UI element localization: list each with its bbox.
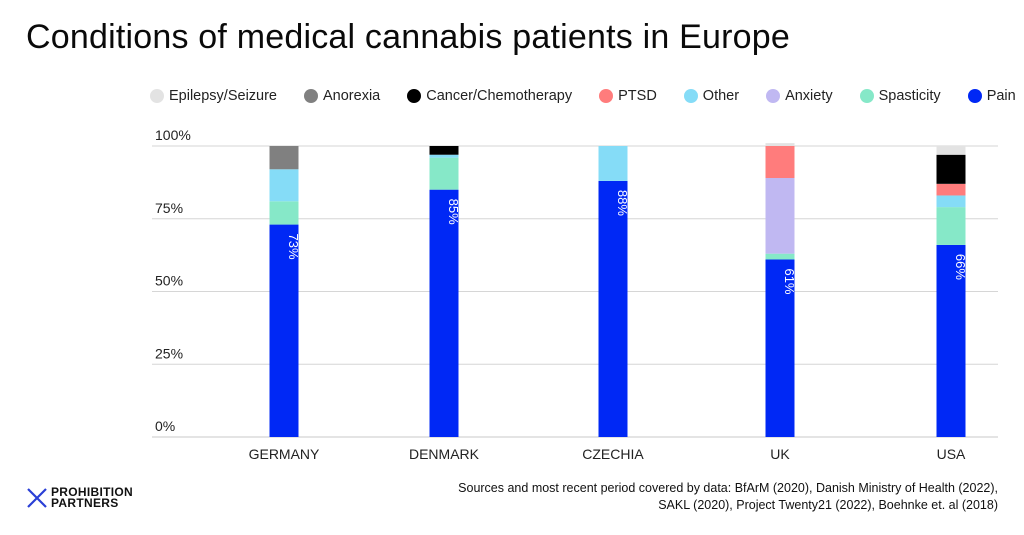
sources-note: Sources and most recent period covered b… (458, 480, 998, 514)
legend-swatch-spasticity (859, 89, 874, 103)
prohibition-partners-logo: PROHIBITION PARTNERS (26, 485, 133, 510)
bar-segment-ptsd (765, 146, 795, 179)
bar-segment-anxiety (765, 178, 795, 254)
legend-label: Cancer/Chemotherapy (426, 88, 573, 104)
legend-swatch-pain (967, 89, 982, 103)
bar-segment-pain (598, 180, 628, 438)
bar-stack-usa: 66% (936, 146, 968, 437)
legend-swatch-anorexia (304, 89, 318, 103)
bar-data-label: 73% (286, 234, 301, 260)
bar-segment-other (936, 195, 966, 208)
y-axis: 0% 25% 50% 75% 100% (155, 127, 191, 434)
bar-segment-spasticity (936, 207, 966, 245)
legend-item-pain: Pain (967, 88, 1016, 104)
bar-data-label: 88% (615, 190, 630, 216)
bar-segment-spasticity (429, 157, 459, 190)
legend-swatch-other (683, 89, 698, 103)
bars: 73% 85% 88% 61% 66% (269, 143, 968, 438)
chart-title: Conditions of medical cannabis patients … (26, 18, 790, 56)
legend-swatch-anxiety (766, 89, 781, 103)
bar-segment-anorexia (269, 146, 299, 170)
bar-segment-ptsd (936, 183, 966, 196)
bar-data-label: 61% (782, 268, 797, 294)
legend-label: Other (702, 88, 740, 104)
legend-swatch-cancer (407, 89, 422, 103)
legend-item-anxiety: Anxiety (766, 88, 833, 104)
bar-segment-spasticity (269, 201, 299, 225)
legend-label: Pain (986, 88, 1016, 104)
legend-label: PTSD (618, 88, 657, 104)
bar-segment-other (429, 154, 459, 158)
legend: Epilepsy/Seizure Anorexia Cancer/Chemother… (150, 88, 1016, 104)
y-tick-label: 25% (155, 345, 183, 361)
bar-segment-cancer (429, 146, 459, 155)
bar-segment-pain (936, 244, 966, 437)
bar-segment-cancer (936, 154, 966, 184)
bar-segment-spasticity (765, 253, 795, 260)
y-tick-label: 0% (155, 418, 175, 434)
bar-segment-epilepsy (765, 143, 795, 146)
bar-stack-denmark: 85% (429, 146, 461, 437)
stacked-bar-chart: 0% 25% 50% 75% 100% 73% 85% 88% 61% 66% GERMANY D… (152, 127, 998, 462)
x-tick-label: DENMARK (409, 446, 480, 462)
legend-swatch-ptsd (599, 89, 614, 103)
y-tick-label: 75% (155, 200, 183, 216)
y-tick-label: 100% (155, 127, 191, 143)
bar-segment-pain (269, 224, 299, 437)
legend-item-ptsd: PTSD (599, 88, 657, 104)
legend-label: Anxiety (785, 88, 833, 104)
bar-stack-czechia: 88% (598, 146, 630, 438)
bar-segment-pain (765, 259, 795, 437)
sources-line-2: SAKL (2020), Project Twenty21 (2022), Bo… (658, 498, 998, 512)
legend-item-anorexia: Anorexia (304, 88, 380, 104)
sources-line-1: Sources and most recent period covered b… (458, 481, 998, 495)
legend-item-spasticity: Spasticity (859, 88, 941, 104)
bar-segment-other (269, 169, 299, 202)
logo-line-2: PARTNERS (51, 496, 119, 510)
legend-swatch-epilepsy (150, 89, 164, 103)
x-tick-label: USA (937, 446, 966, 462)
bar-segment-epilepsy (936, 146, 966, 155)
bar-data-label: 66% (953, 254, 968, 280)
x-mark-icon (27, 488, 47, 508)
legend-label: Spasticity (878, 88, 941, 104)
bar-data-label: 85% (446, 199, 461, 225)
x-tick-label: CZECHIA (582, 446, 644, 462)
legend-label: Anorexia (323, 88, 381, 104)
legend-label: Epilepsy/Seizure (169, 88, 277, 104)
x-axis: GERMANY DENMARK CZECHIA UK USA (249, 446, 966, 462)
logo-line-1: PROHIBITION (51, 485, 133, 499)
y-tick-label: 50% (155, 273, 183, 289)
legend-item-other: Other (683, 88, 740, 104)
x-tick-label: UK (770, 446, 790, 462)
x-tick-label: GERMANY (249, 446, 320, 462)
bar-segment-pain (429, 189, 459, 437)
bar-segment-other (598, 146, 628, 181)
legend-item-cancer: Cancer/Chemotherapy (407, 88, 572, 104)
bar-stack-germany: 73% (269, 146, 301, 437)
logo-text: PROHIBITION PARTNERS (51, 485, 133, 510)
bar-stack-uk: 61% (765, 143, 797, 437)
legend-item-epilepsy: Epilepsy/Seizure (150, 88, 277, 104)
